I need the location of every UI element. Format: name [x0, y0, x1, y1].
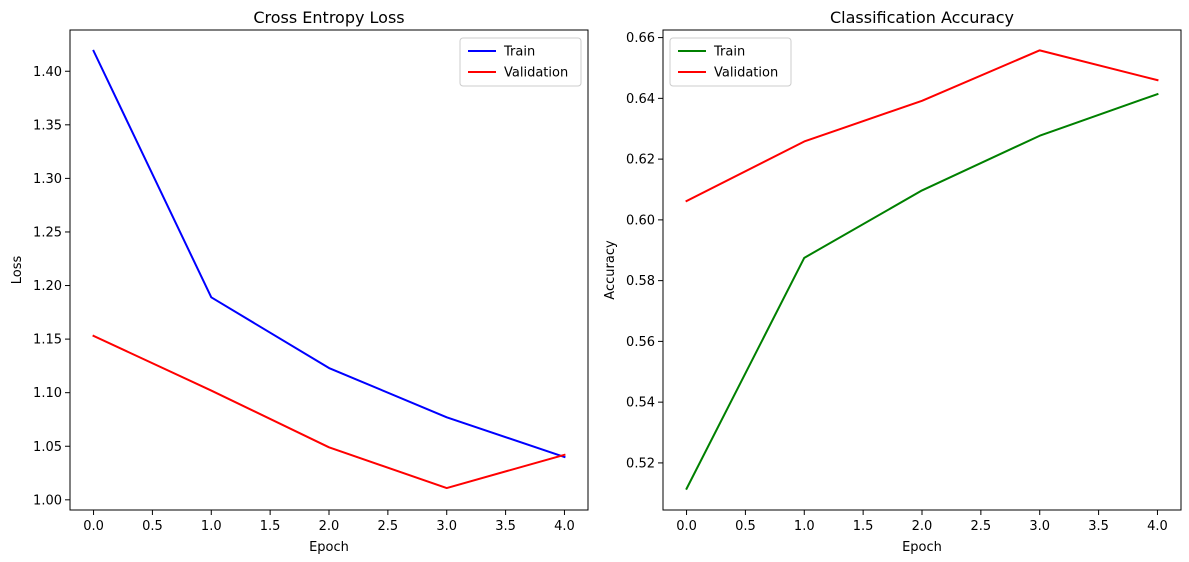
- x-tick-label: 4.0: [1147, 519, 1168, 534]
- legend: Train Validation: [459, 37, 582, 87]
- x-axis-label: Epoch: [902, 540, 942, 555]
- series-line-train: [685, 92, 1159, 491]
- y-tick-label: 1.15: [33, 333, 62, 348]
- chart-title: Cross Entropy Loss: [253, 8, 404, 27]
- y-tick-label: 0.66: [626, 31, 655, 46]
- y-tick-label: 0.58: [626, 274, 655, 289]
- chart-panel-1: Classification Accuracy 0.0 0.5 1.0 1.5 2.0 2.…: [603, 8, 1182, 555]
- y-tick-label: 1.30: [33, 172, 62, 187]
- chart-title: Classification Accuracy: [830, 8, 1014, 27]
- x-tick-label: 0.0: [83, 519, 104, 534]
- y-tick-label: 1.05: [33, 440, 62, 455]
- y-tick-label: 1.00: [33, 493, 62, 508]
- legend-label-train: Train: [713, 45, 745, 60]
- legend: Train Validation: [669, 37, 792, 87]
- x-tick-label: 3.5: [1088, 519, 1109, 534]
- series-line-validation: [92, 334, 566, 490]
- y-tick-label: 1.40: [33, 65, 62, 80]
- series-line-validation: [685, 49, 1159, 203]
- series-line-train: [92, 49, 566, 459]
- x-tick-label: 0.5: [735, 519, 756, 534]
- x-tick-label: 2.5: [971, 519, 992, 534]
- y-tick-label: 1.35: [33, 118, 62, 133]
- y-tick-label: 0.56: [626, 335, 655, 350]
- y-axis-label: Accuracy: [603, 240, 618, 300]
- x-tick-label: 0.5: [142, 519, 163, 534]
- plot-frame: [662, 29, 1182, 511]
- x-axis-label: Epoch: [309, 540, 349, 555]
- y-tick-label: 0.60: [626, 213, 655, 228]
- chart-panel-0: Cross Entropy Loss 0.0 0.5 1.0 1.5 2.0 2.5 3.0 3…: [10, 8, 589, 555]
- legend-label-validation: Validation: [714, 66, 778, 81]
- y-tick-label: 0.64: [626, 92, 655, 107]
- x-tick-label: 0.0: [676, 519, 697, 534]
- x-tick-label: 1.0: [794, 519, 815, 534]
- y-axis-label: Loss: [10, 256, 25, 285]
- y-tick-label: 0.52: [626, 456, 655, 471]
- y-tick-label: 1.20: [33, 279, 62, 294]
- x-tick-label: 3.0: [1029, 519, 1050, 534]
- legend-label-train: Train: [503, 45, 535, 60]
- y-tick-label: 0.62: [626, 153, 655, 168]
- x-tick-label: 3.0: [436, 519, 457, 534]
- x-tick-label: 1.5: [260, 519, 281, 534]
- x-tick-label: 4.0: [554, 519, 575, 534]
- x-tick-label: 3.5: [495, 519, 516, 534]
- y-tick-label: 0.54: [626, 396, 655, 411]
- x-tick-label: 1.5: [853, 519, 874, 534]
- y-tick-label: 1.25: [33, 225, 62, 240]
- x-tick-label: 2.0: [319, 519, 340, 534]
- x-tick-label: 1.0: [201, 519, 222, 534]
- y-tick-label: 1.10: [33, 386, 62, 401]
- x-tick-label: 2.5: [378, 519, 399, 534]
- x-tick-label: 2.0: [912, 519, 933, 534]
- legend-label-validation: Validation: [504, 66, 568, 81]
